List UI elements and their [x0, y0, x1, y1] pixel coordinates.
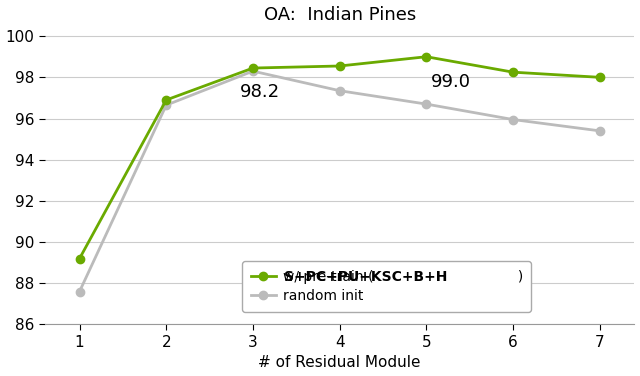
Text: 99.0: 99.0: [431, 73, 470, 91]
Text: S+PC+PU+KSC+B+H: S+PC+PU+KSC+B+H: [284, 270, 447, 284]
X-axis label: # of Residual Module: # of Residual Module: [259, 355, 421, 370]
Legend: w/ pre-train (                                 ), random init: w/ pre-train ( ), random init: [243, 261, 531, 312]
Title: OA:  Indian Pines: OA: Indian Pines: [264, 6, 416, 24]
Text: 98.2: 98.2: [240, 83, 280, 102]
